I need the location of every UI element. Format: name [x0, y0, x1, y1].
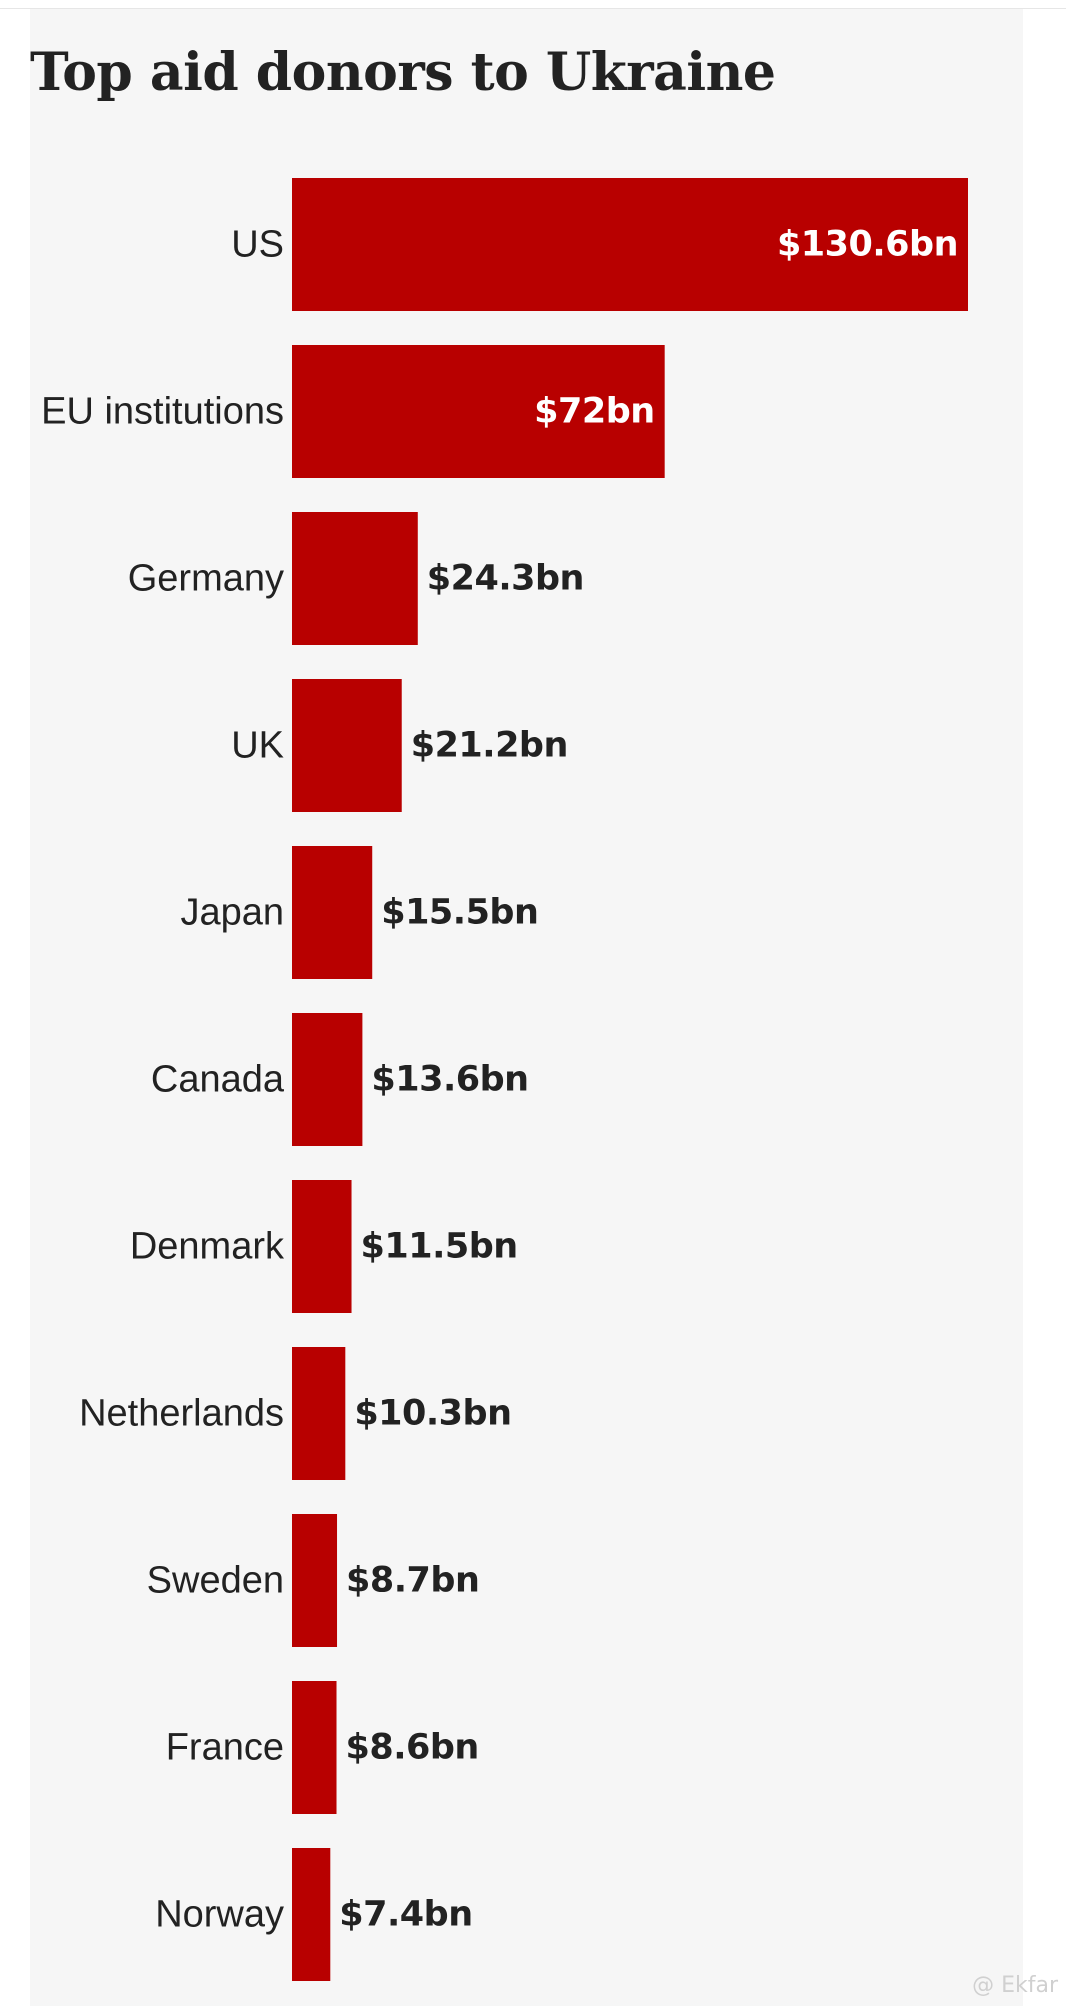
value-label-netherlands: $10.3bn — [354, 1394, 511, 1434]
bar-eu-institutions — [292, 345, 665, 478]
value-label-france: $8.6bn — [346, 1728, 479, 1768]
bar-netherlands — [292, 1347, 346, 1480]
category-label-canada: Canada — [151, 1059, 285, 1101]
bar-denmark — [292, 1180, 352, 1313]
bar-us — [292, 178, 968, 311]
value-label-germany: $24.3bn — [427, 559, 584, 599]
value-label-eu-institutions: $72bn — [534, 392, 655, 432]
value-label-us: $130.6bn — [777, 225, 958, 265]
bar-germany — [292, 512, 418, 645]
bar-france — [292, 1681, 337, 1814]
watermark: @ Ekfar — [972, 1973, 1058, 1998]
category-label-sweden: Sweden — [147, 1560, 284, 1602]
category-label-us: US — [231, 224, 284, 266]
bar-norway — [292, 1848, 331, 1981]
value-label-sweden: $8.7bn — [346, 1561, 479, 1601]
chart-title: Top aid donors to Ukraine — [30, 42, 776, 103]
value-label-japan: $15.5bn — [381, 893, 538, 933]
category-label-japan: Japan — [180, 892, 284, 934]
category-label-norway: Norway — [155, 1894, 284, 1936]
category-label-netherlands: Netherlands — [79, 1393, 284, 1435]
value-label-canada: $13.6bn — [371, 1060, 528, 1100]
category-label-denmark: Denmark — [130, 1226, 285, 1268]
top-divider — [0, 8, 1066, 9]
category-label-france: France — [166, 1727, 284, 1769]
bar-sweden — [292, 1514, 338, 1647]
bar-canada — [292, 1013, 363, 1146]
category-label-uk: UK — [231, 725, 284, 767]
category-label-eu-institutions: EU institutions — [41, 391, 284, 433]
chart-panel — [30, 9, 1023, 2006]
bar-japan — [292, 846, 373, 979]
value-label-norway: $7.4bn — [339, 1895, 472, 1935]
bar-uk — [292, 679, 402, 812]
value-label-denmark: $11.5bn — [361, 1227, 518, 1267]
category-label-germany: Germany — [128, 558, 284, 600]
value-label-uk: $21.2bn — [411, 726, 568, 766]
